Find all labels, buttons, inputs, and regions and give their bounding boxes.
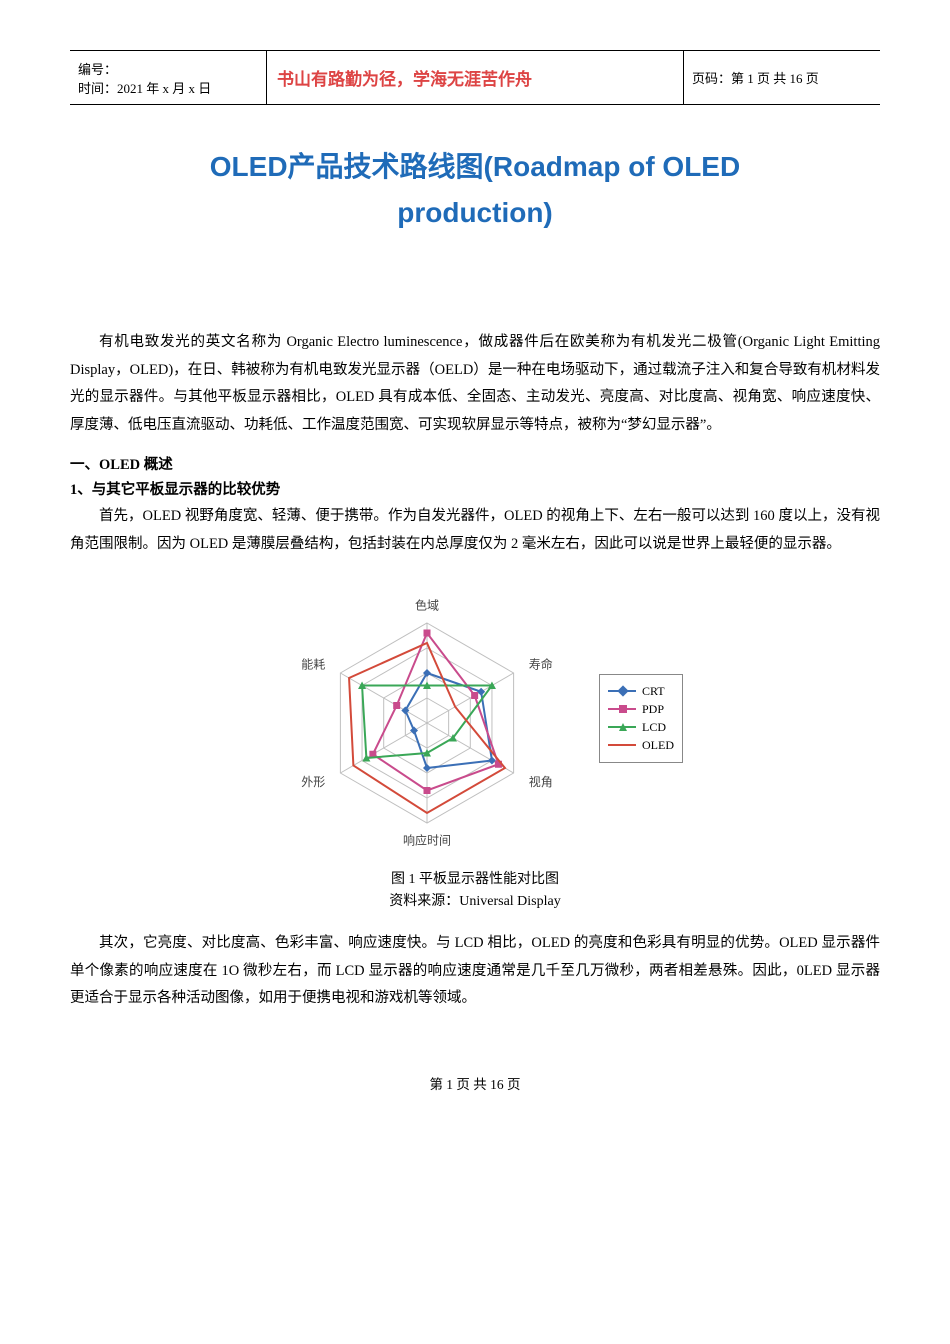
legend-line-icon [608, 726, 636, 728]
title-line1: OLED产品技术路线图(Roadmap of OLED [210, 151, 740, 182]
header-left-line1: 编号： [78, 62, 117, 77]
page: 编号： 时间：2021 年 x 月 x 日 书山有路勤为径，学海无涯苦作舟 页码… [0, 0, 950, 1133]
legend-marker-icon [617, 686, 628, 697]
legend-line-icon [608, 744, 636, 746]
legend-label: LCD [642, 720, 666, 735]
legend-marker-icon [619, 723, 627, 731]
legend-line-icon [608, 690, 636, 692]
svg-text:色域: 色域 [415, 599, 439, 613]
radar-chart: 色域寿命视角响应时间 外形 能耗 CRT PDP LCD OLED [215, 578, 735, 858]
figure-source: 资料来源：Universal Display [70, 890, 880, 910]
legend-row: LCD [608, 720, 674, 735]
header-right: 页码：第 1 页 共 16 页 [684, 51, 881, 105]
svg-text:能耗: 能耗 [301, 658, 325, 672]
legend-row: PDP [608, 702, 674, 717]
paragraph-2: 其次，它亮度、对比度高、色彩丰富、响应速度快。与 LCD 相比，OLED 的亮度… [70, 930, 880, 1013]
legend-line-icon [608, 708, 636, 710]
svg-text:视角: 视角 [529, 774, 553, 789]
header-middle: 书山有路勤为径，学海无涯苦作舟 [267, 51, 684, 105]
intro-paragraph: 有机电致发光的英文名称为 Organic Electro luminescenc… [70, 329, 880, 439]
svg-text:寿命: 寿命 [529, 657, 553, 672]
legend-label: PDP [642, 702, 664, 717]
radar-svg: 色域寿命视角响应时间 外形 能耗 [267, 578, 587, 858]
legend-marker-icon [619, 705, 627, 713]
header-left: 编号： 时间：2021 年 x 月 x 日 [70, 51, 267, 105]
chart-legend: CRT PDP LCD OLED [599, 674, 683, 763]
figure-caption: 图 1 平板显示器性能对比图 [70, 868, 880, 888]
legend-label: OLED [642, 738, 674, 753]
legend-label: CRT [642, 684, 665, 699]
spacer [70, 239, 880, 329]
svg-text:响应时间: 响应时间 [403, 833, 451, 848]
page-footer: 第 1 页 共 16 页 [70, 1073, 880, 1093]
legend-row: CRT [608, 684, 674, 699]
title-line2: production) [70, 197, 880, 229]
legend-row: OLED [608, 738, 674, 753]
section-subheading-1: 1、与其它平板显示器的比较优势 [70, 478, 880, 499]
document-title: OLED产品技术路线图(Roadmap of OLED production) [70, 145, 880, 229]
header-left-line2: 时间：2021 年 x 月 x 日 [78, 81, 211, 96]
section-heading-1: 一、OLED 概述 [70, 453, 880, 474]
svg-text:外形: 外形 [301, 775, 325, 789]
header-table: 编号： 时间：2021 年 x 月 x 日 书山有路勤为径，学海无涯苦作舟 页码… [70, 50, 880, 105]
paragraph-1: 首先，OLED 视野角度宽、轻薄、便于携带。作为自发光器件，OLED 的视角上下… [70, 503, 880, 558]
